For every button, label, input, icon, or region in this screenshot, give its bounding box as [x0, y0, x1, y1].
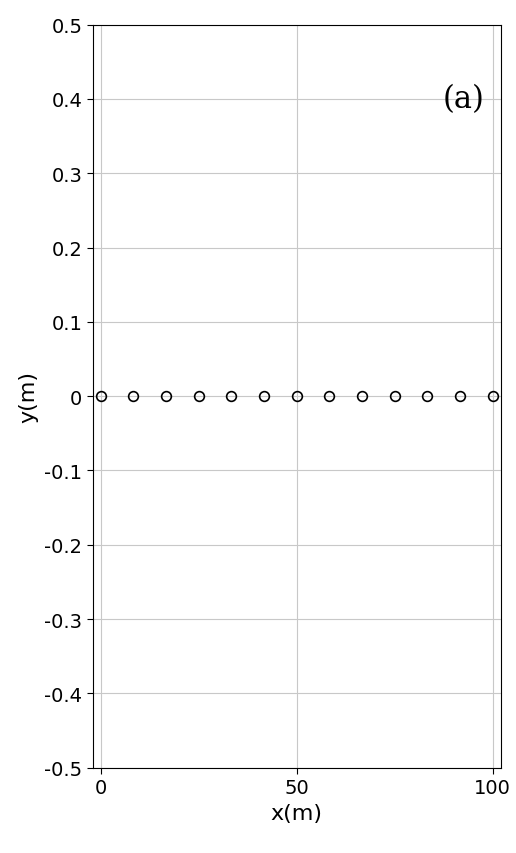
Y-axis label: y(m): y(m) — [19, 371, 39, 422]
Text: (a): (a) — [443, 84, 485, 115]
X-axis label: x(m): x(m) — [271, 803, 322, 822]
